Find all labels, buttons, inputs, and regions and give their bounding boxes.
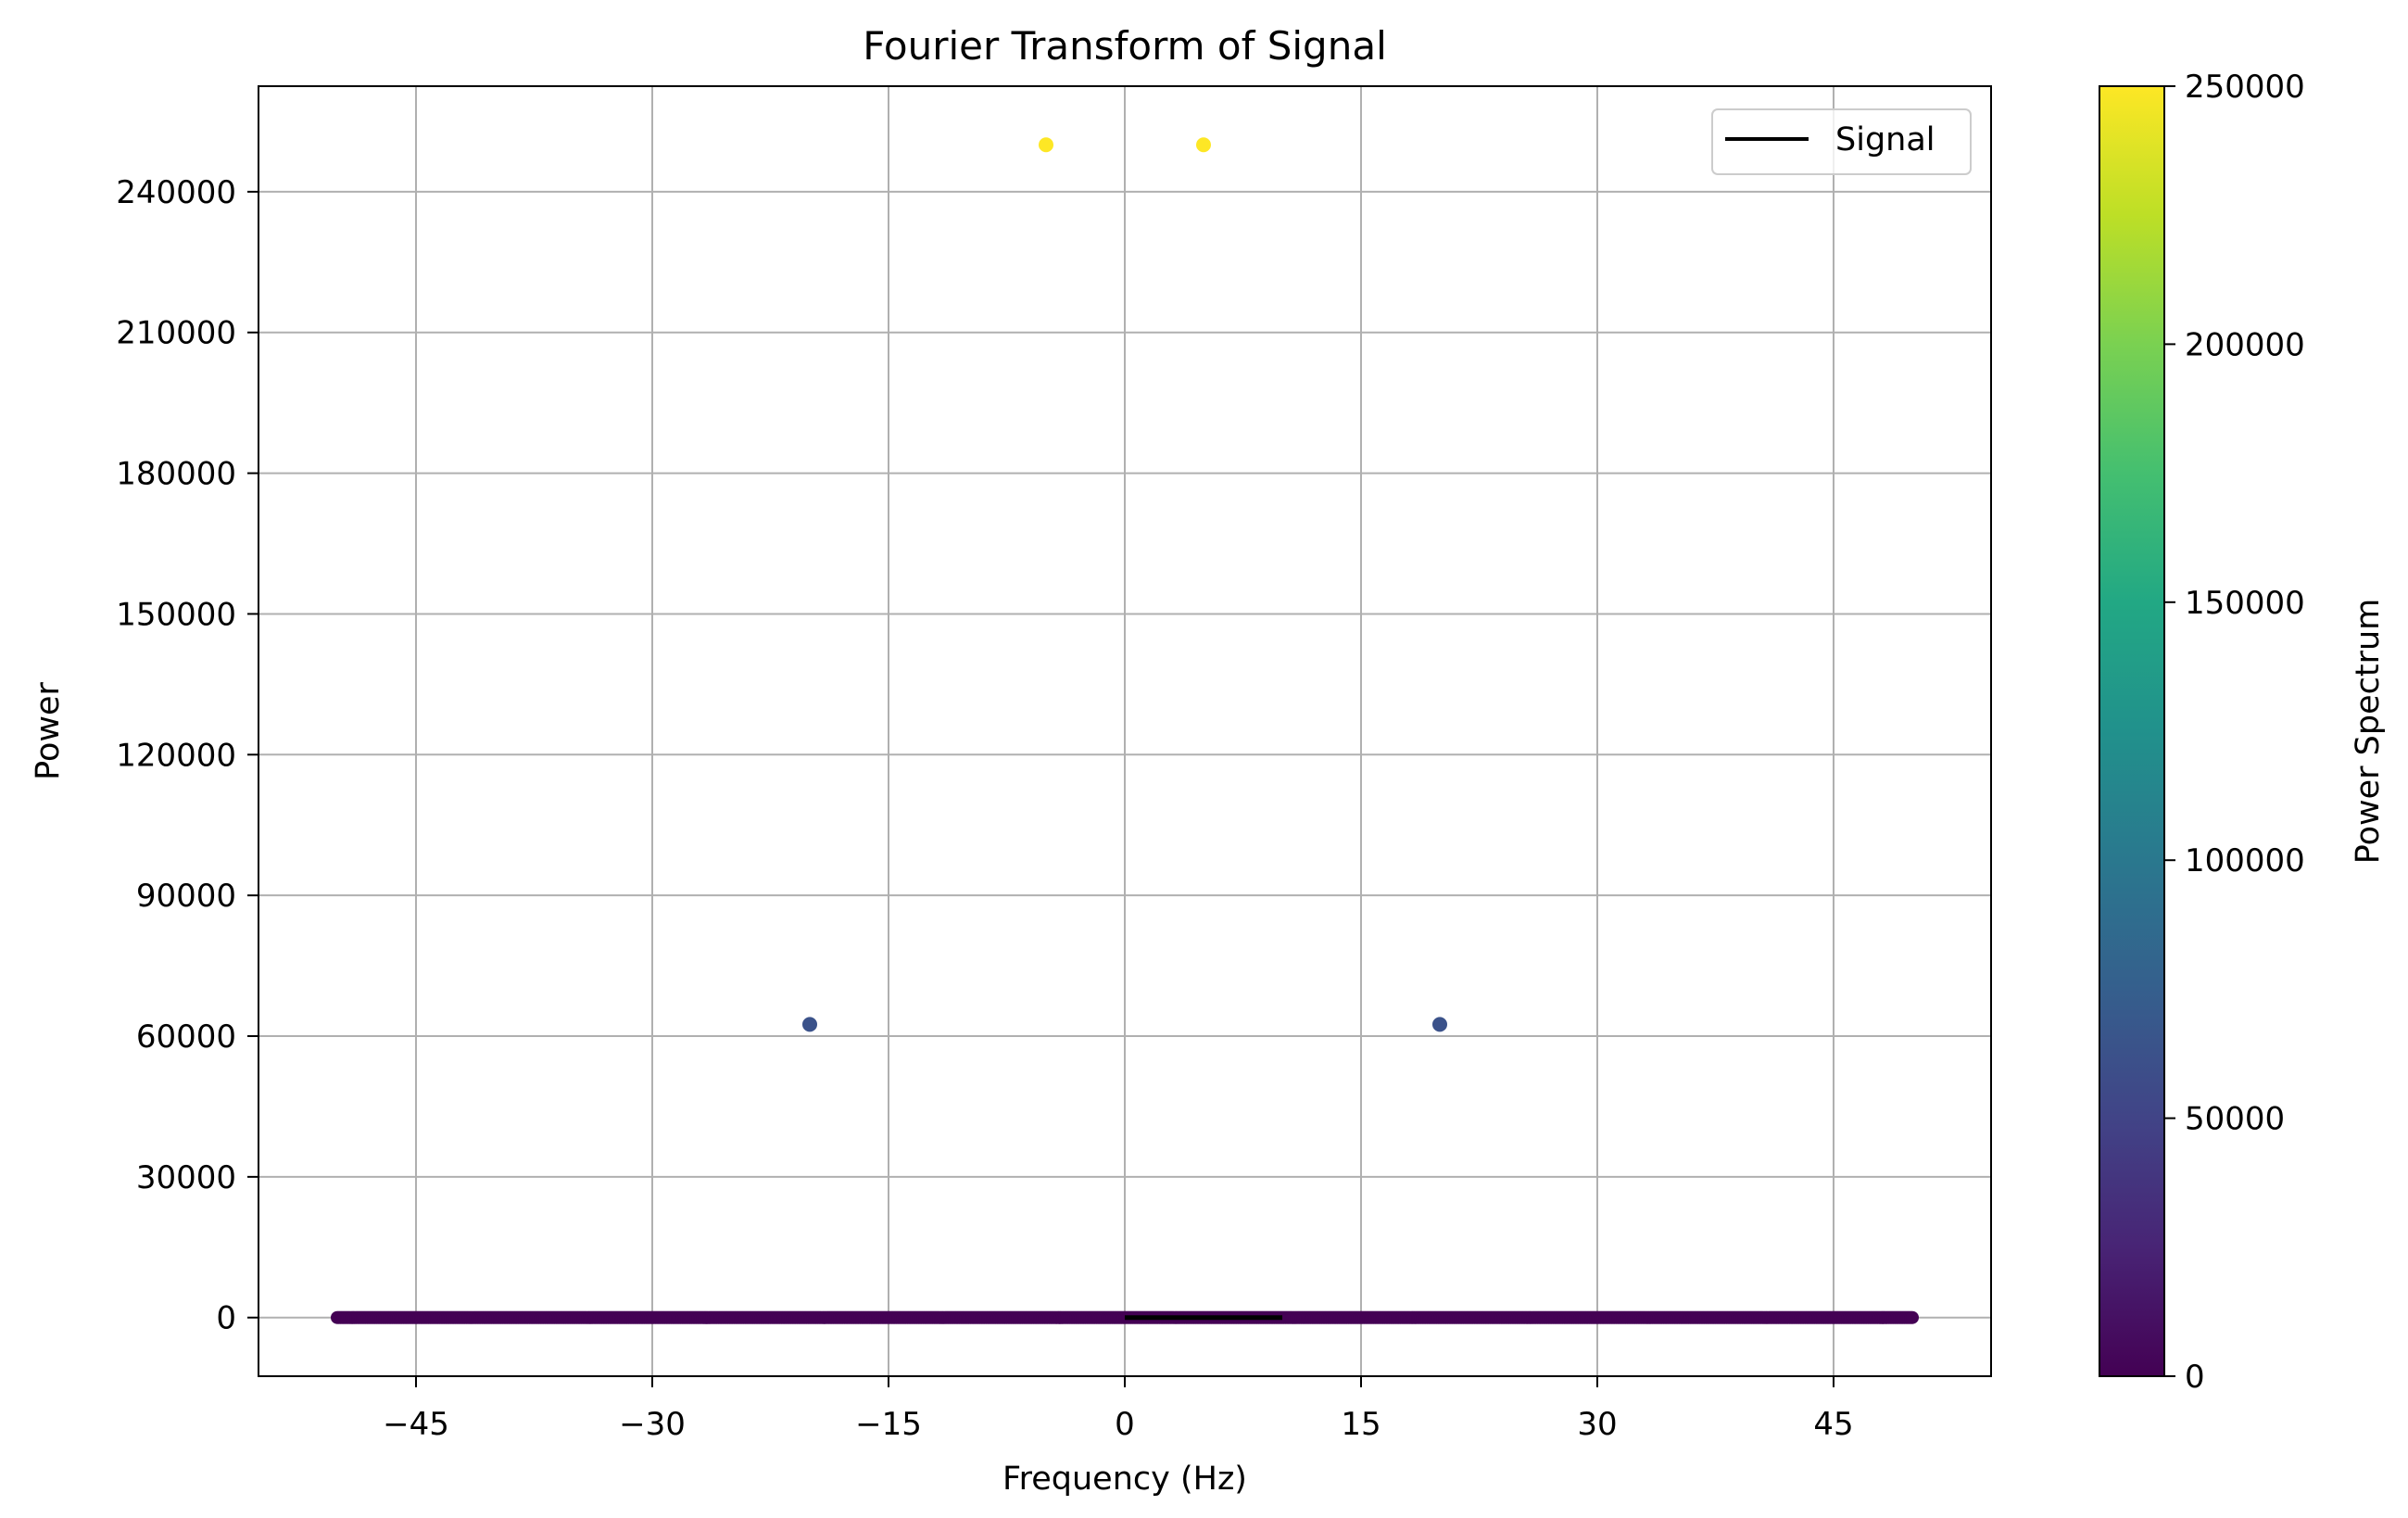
x-tick-label: 30 xyxy=(1577,1406,1617,1443)
x-axis-ticks: −45 −30 −15 0 15 30 45 xyxy=(383,1376,1854,1443)
x-axis-label: Frequency (Hz) xyxy=(1002,1461,1247,1498)
legend-signal-label: Signal xyxy=(1835,121,1935,158)
y-tick-label: 30000 xyxy=(136,1159,236,1196)
x-tick-label: 45 xyxy=(1813,1406,1853,1443)
spectrum-point xyxy=(1432,1017,1447,1032)
grid-lines xyxy=(258,86,1991,1376)
x-tick-label: 0 xyxy=(1115,1406,1135,1443)
colorbar-tick-label: 150000 xyxy=(2185,585,2305,622)
spectrum-point xyxy=(1196,137,1211,153)
x-tick-label: −30 xyxy=(619,1406,686,1443)
plot-area xyxy=(331,137,1919,1324)
baseline-points xyxy=(331,1310,1919,1324)
colorbar: 0 50000 100000 150000 200000 250000 Power Spe… xyxy=(2099,69,2387,1396)
y-tick-label: 0 xyxy=(216,1300,236,1337)
x-tick-label: −15 xyxy=(855,1406,922,1443)
colorbar-label: Power Spectrum xyxy=(2350,599,2387,865)
colorbar-tick-label: 100000 xyxy=(2185,842,2305,879)
y-axis-label: Power xyxy=(30,681,67,779)
spectrum-point xyxy=(802,1017,817,1032)
y-tick-label: 180000 xyxy=(116,456,236,493)
y-tick-label: 210000 xyxy=(116,315,236,352)
colorbar-tick-label: 0 xyxy=(2185,1359,2205,1396)
x-tick-label: 15 xyxy=(1341,1406,1381,1443)
baseline-point xyxy=(1906,1310,1919,1324)
colorbar-tick-label: 250000 xyxy=(2185,69,2305,106)
colorbar-tick-label: 200000 xyxy=(2185,326,2305,363)
x-tick-label: −45 xyxy=(383,1406,449,1443)
y-tick-label: 240000 xyxy=(116,174,236,211)
colorbar-tick-label: 50000 xyxy=(2185,1101,2285,1138)
legend-box xyxy=(1711,108,1972,175)
colorbar-ticks: 0 50000 100000 150000 200000 250000 xyxy=(2164,69,2305,1396)
y-tick-label: 150000 xyxy=(116,596,236,633)
y-axis-ticks: 0 30000 60000 90000 120000 150000 180000 210000… xyxy=(116,174,258,1337)
spectrum-point xyxy=(1039,137,1053,153)
chart-title: Fourier Transform of Signal xyxy=(863,23,1386,69)
legend: Signal xyxy=(1711,108,1972,175)
colorbar-gradient xyxy=(2099,85,2165,1377)
y-tick-label: 60000 xyxy=(136,1018,236,1056)
y-tick-label: 90000 xyxy=(136,878,236,915)
y-tick-label: 120000 xyxy=(116,737,236,774)
